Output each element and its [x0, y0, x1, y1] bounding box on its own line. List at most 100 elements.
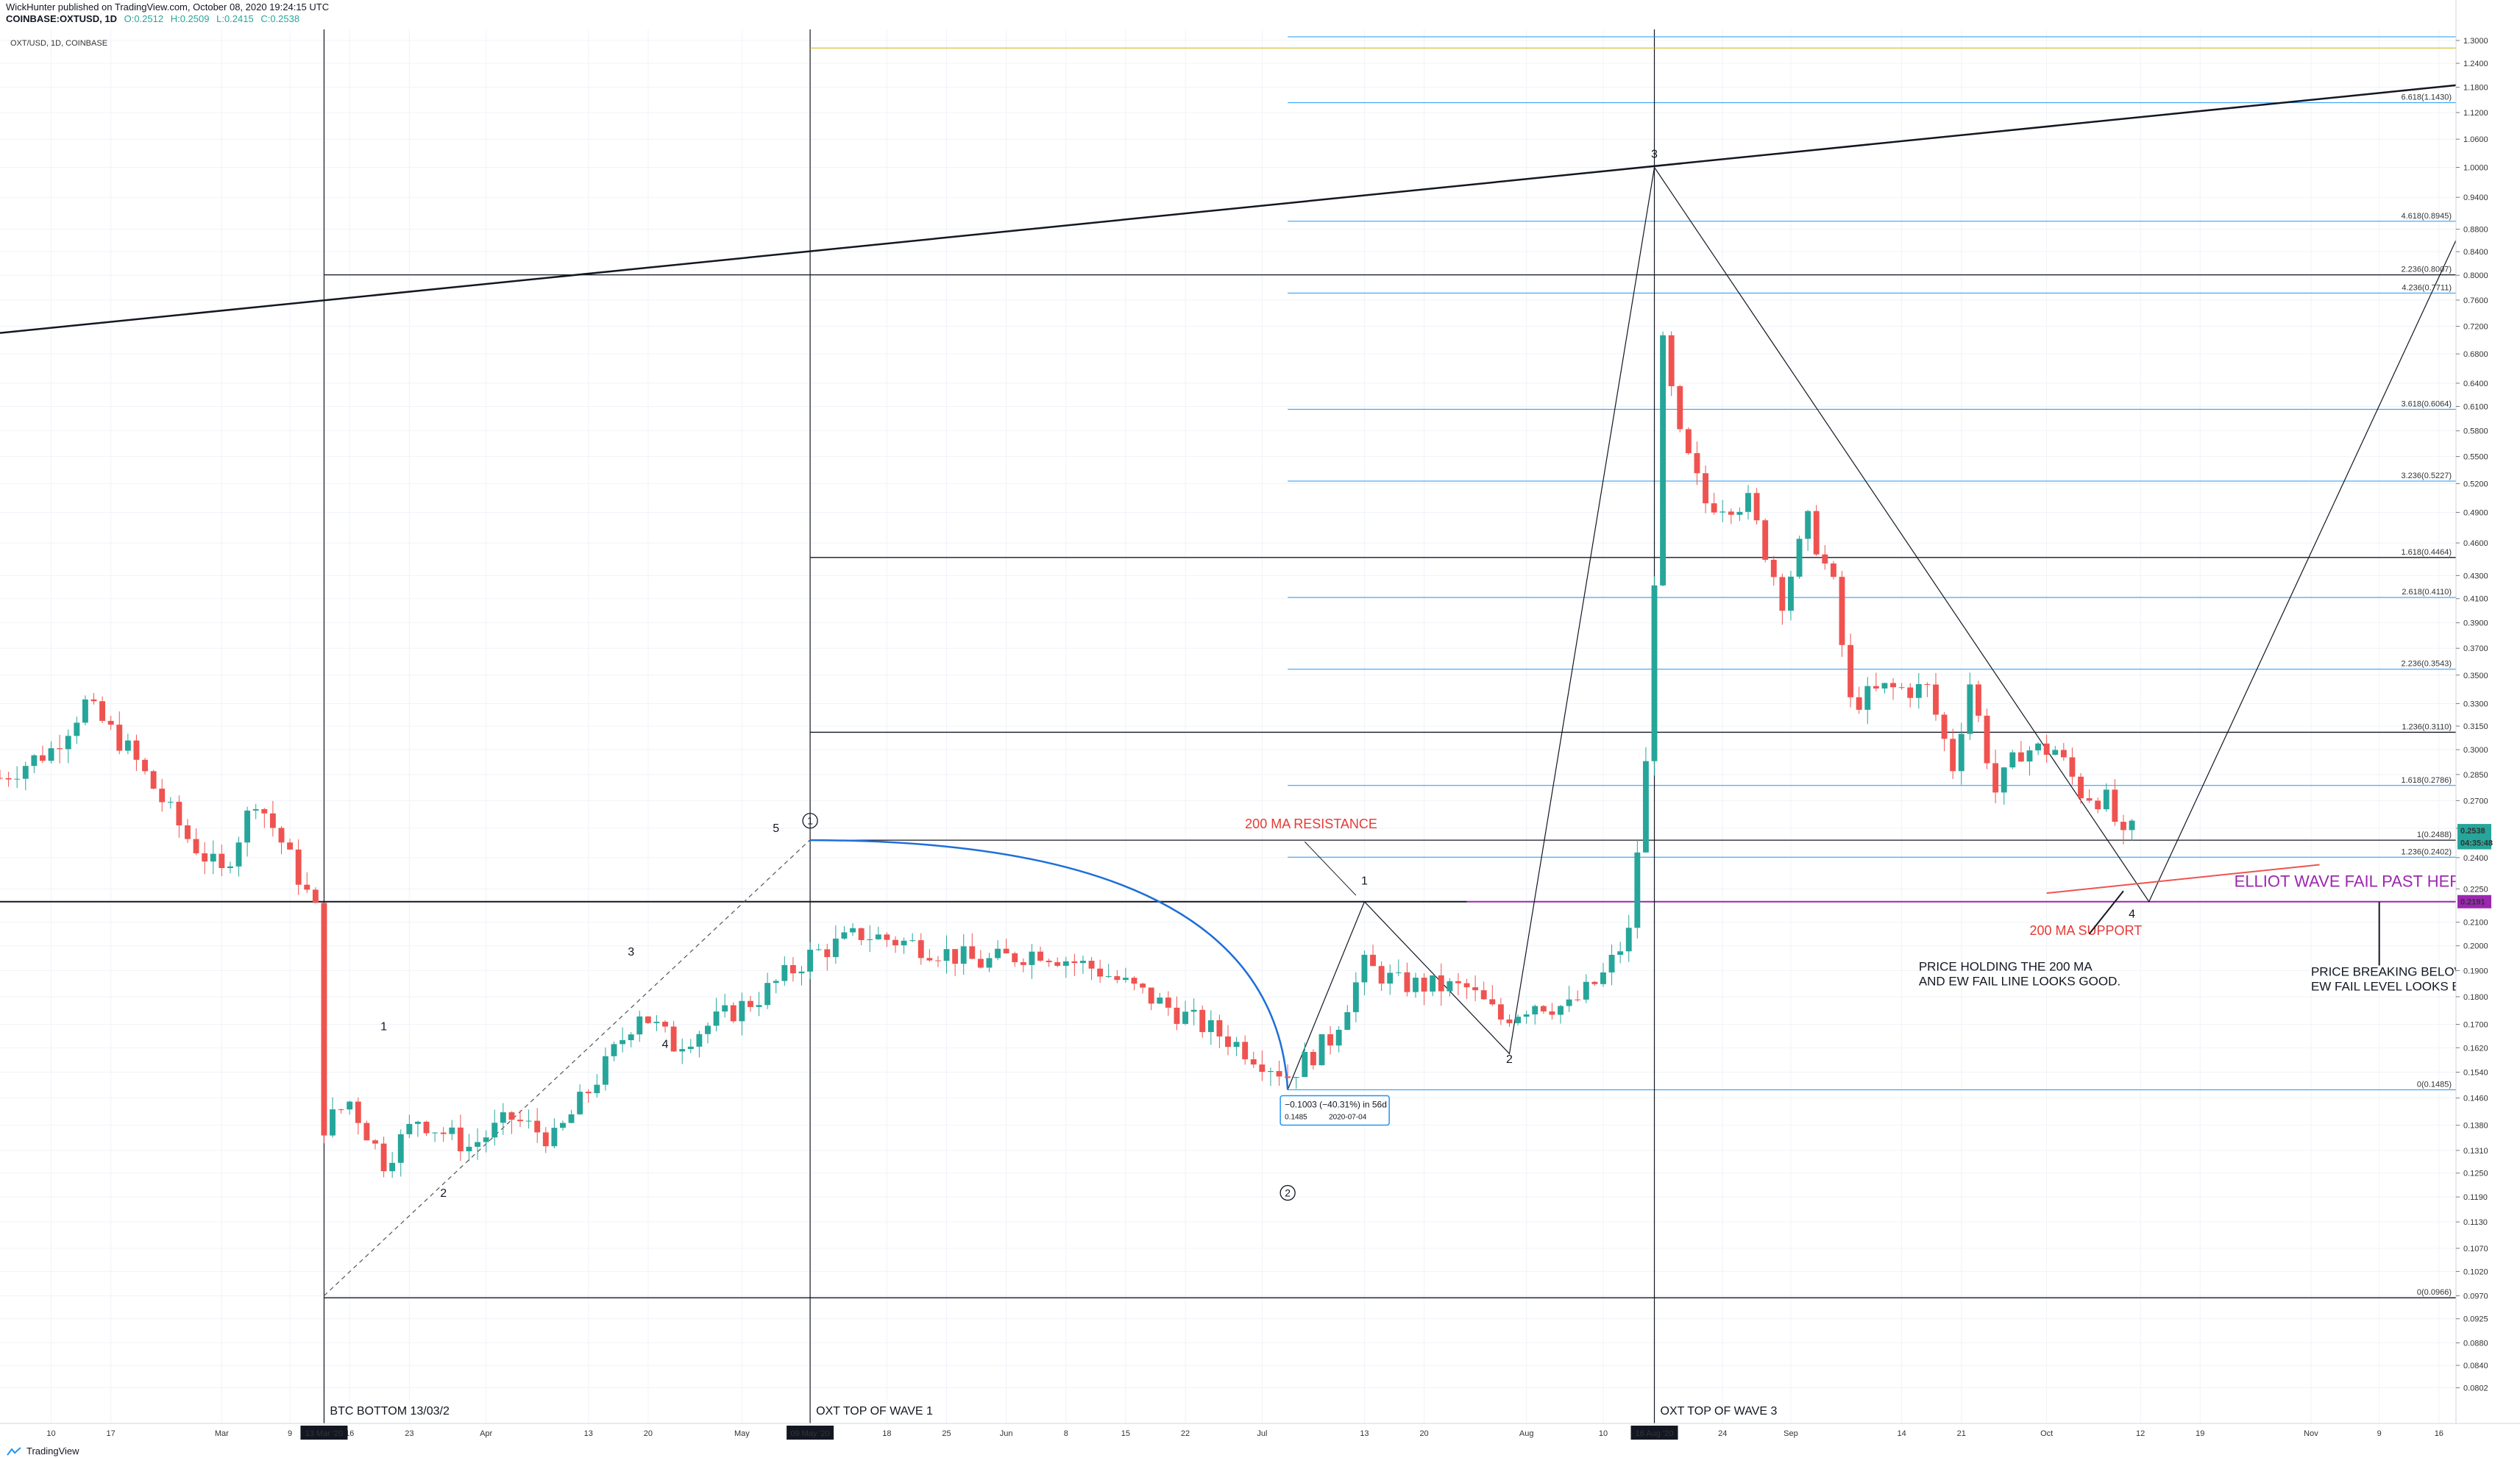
candle-body — [1413, 978, 1419, 992]
time-tick-label: 13 — [1360, 1429, 1369, 1438]
candle-body — [1848, 644, 1854, 697]
breaking-note-line: PRICE BREAKING BELOW — [2311, 964, 2466, 978]
candle — [22, 761, 29, 791]
candle-body — [252, 808, 259, 811]
candle — [124, 733, 131, 755]
candle — [1711, 492, 1717, 515]
candle — [748, 995, 753, 1012]
candle-body — [892, 939, 898, 946]
candle — [1302, 1042, 1308, 1078]
candle-body — [159, 789, 166, 803]
price-tag-bg — [2457, 824, 2491, 838]
candle — [1020, 958, 1026, 972]
candle — [1830, 561, 1836, 580]
candle — [1864, 677, 1871, 725]
candle — [1881, 683, 1888, 694]
candle — [1736, 507, 1743, 522]
candle-body — [1830, 563, 1836, 577]
candle — [1438, 963, 1444, 1006]
price-tick-label: 0.8400 — [2463, 248, 2488, 257]
candle — [1984, 708, 1990, 769]
candle — [551, 1118, 558, 1149]
ma-support-label: 200 MA SUPPORT — [2029, 923, 2142, 938]
candle — [483, 1130, 489, 1153]
candle — [1558, 1005, 1564, 1024]
candle — [406, 1114, 413, 1139]
candle-body — [440, 1132, 447, 1134]
time-tick-label: Sep — [1783, 1429, 1798, 1438]
circle-mark — [1279, 1184, 1296, 1201]
fib-label: 1.236(0.2402) — [2402, 847, 2452, 856]
time-highlight-text: 09 May '20 — [790, 1429, 829, 1438]
candle — [1463, 978, 1470, 1000]
candle-body — [1788, 576, 1794, 611]
fib-levels: 6.618(1.1430) 4.618(0.8945) 2.236(0.8007) 4… — [324, 93, 2456, 1298]
candle-body — [875, 934, 881, 939]
ew-fail-label: ELLIOT WAVE FAIL PAST HERE — [2235, 872, 2472, 890]
candle — [1890, 678, 1896, 700]
candle — [1515, 1014, 1522, 1025]
price-tick-label: 0.0880 — [2463, 1340, 2488, 1348]
candle-body — [31, 755, 38, 767]
candle — [1268, 1067, 1274, 1087]
footer: TradingView — [6, 1445, 79, 1457]
candle-body — [2026, 750, 2033, 762]
candle — [1370, 945, 1376, 967]
candle-body — [508, 1112, 515, 1120]
candle — [1157, 992, 1163, 1004]
wave-projection-path — [1287, 166, 2457, 1090]
candle — [1753, 488, 1760, 525]
candle-body — [65, 736, 71, 750]
candle-body — [1933, 684, 1939, 715]
candle-body — [1805, 511, 1811, 539]
candle-body — [1037, 951, 1043, 961]
candle — [1216, 1014, 1223, 1048]
candle-body — [841, 932, 848, 939]
candle-body — [1890, 683, 1896, 688]
candle — [611, 1041, 617, 1062]
price-tick-label: 0.3700 — [2463, 644, 2488, 653]
symbol-name[interactable]: COINBASE:OXTUSD, 1D — [6, 13, 117, 24]
candle-body — [1020, 961, 1026, 965]
candle-body — [696, 1034, 703, 1047]
candle — [1387, 964, 1394, 995]
circle-label-text: 2 — [1285, 1187, 1291, 1199]
candle-body — [1165, 998, 1171, 1008]
candle — [252, 803, 259, 819]
price-tick-label: 0.5200 — [2463, 480, 2488, 488]
fib-label: 2.236(0.3543) — [2402, 660, 2452, 669]
candle-body — [1190, 1009, 1197, 1012]
price-tick-label: 0.4300 — [2463, 572, 2488, 580]
candle — [1668, 331, 1675, 396]
candle — [1378, 961, 1385, 992]
candle — [1660, 331, 1667, 586]
tradingview-logo — [7, 1446, 21, 1456]
time-tick-label: 19 — [2196, 1429, 2204, 1438]
candle — [756, 992, 762, 1017]
candle-body — [1898, 687, 1905, 689]
candle-body — [1293, 1077, 1299, 1078]
candle-body — [1276, 1070, 1282, 1077]
candle-body — [244, 810, 251, 843]
time-tick-label: 16 — [2435, 1429, 2443, 1438]
candle-body — [2001, 767, 2007, 793]
candle-body — [227, 866, 233, 869]
candle — [1608, 945, 1615, 986]
candle — [867, 925, 873, 953]
candle — [14, 766, 21, 789]
candle — [1549, 1003, 1555, 1020]
candle — [466, 1134, 472, 1162]
candle-body — [1600, 972, 1606, 984]
candle-body — [2043, 743, 2050, 755]
candle — [645, 1016, 651, 1024]
price-tick-label: 0.4100 — [2463, 595, 2488, 604]
candle — [1012, 951, 1018, 967]
candle-body — [1728, 511, 1734, 515]
candle-body — [1753, 493, 1760, 521]
candle — [31, 754, 38, 774]
candle-body — [278, 828, 285, 843]
vertical-marker-label: OXT TOP OF WAVE 1 — [816, 1405, 933, 1418]
candle-body — [5, 778, 12, 780]
